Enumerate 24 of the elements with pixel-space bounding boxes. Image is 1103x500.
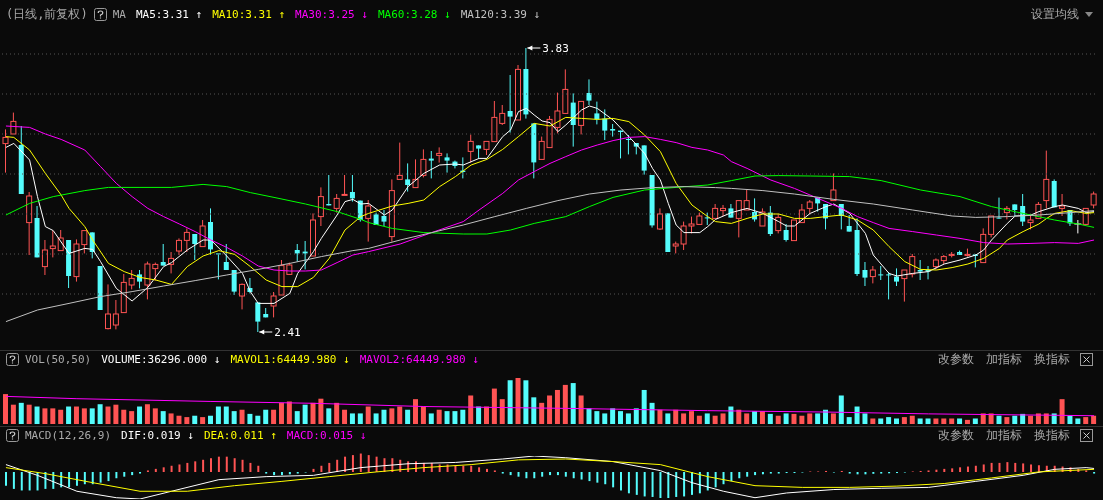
annotation: 3.83 xyxy=(542,41,569,55)
text: 加指标 xyxy=(986,351,1022,368)
text: MAVOL1:64449.980 ↓ xyxy=(230,353,350,366)
text: MA120:3.39 ↓ xyxy=(460,7,541,21)
annotation: 设置均线 xyxy=(1031,5,1079,23)
legend-title: VOL(50,50) xyxy=(25,353,92,366)
text: MA5:3.31 ↑ xyxy=(135,7,203,21)
legend-title: MACD(12,26,9) xyxy=(25,429,112,442)
text: 换指标 xyxy=(1034,351,1070,368)
annotation: 2.41 xyxy=(274,325,301,339)
text: VOLUME:36296.000 ↓ xyxy=(101,353,221,366)
text: 改参数 xyxy=(938,427,974,444)
text: MA60:3.28 ↓ xyxy=(377,7,451,21)
text: 加指标 xyxy=(986,427,1022,444)
text: MAVOL2:64449.980 ↓ xyxy=(359,353,479,366)
legend-title: MA xyxy=(112,7,126,21)
text: MA10:3.31 ↑ xyxy=(212,7,286,21)
text: 改参数 xyxy=(938,351,974,368)
text: 换指标 xyxy=(1034,427,1070,444)
text: (日线,前复权) xyxy=(6,5,88,23)
text: DEA:0.011 ↑ xyxy=(203,429,277,442)
text: MACD:0.015 ↓ xyxy=(286,429,367,442)
text: MA30:3.25 ↓ xyxy=(295,7,368,21)
text: DIF:0.019 ↓ xyxy=(121,429,194,442)
